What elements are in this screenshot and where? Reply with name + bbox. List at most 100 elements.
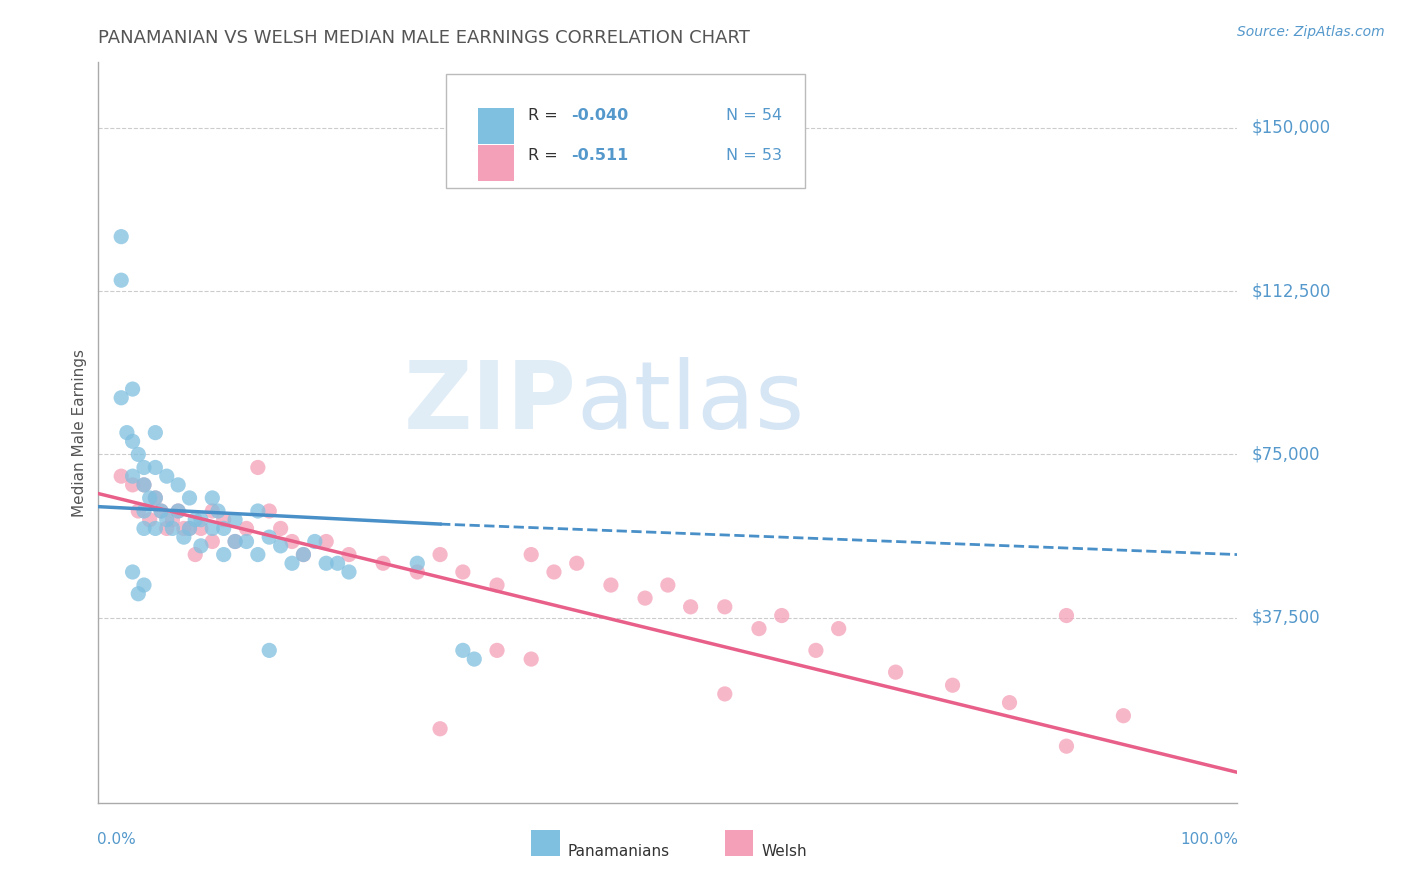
Point xyxy=(224,534,246,549)
Point xyxy=(190,513,212,527)
Point xyxy=(657,578,679,592)
Point xyxy=(145,491,167,505)
Point xyxy=(270,521,292,535)
Point xyxy=(212,521,235,535)
Point xyxy=(167,504,190,518)
Point xyxy=(246,504,269,518)
Point xyxy=(748,622,770,636)
Point xyxy=(270,539,292,553)
Text: PANAMANIAN VS WELSH MEDIAN MALE EARNINGS CORRELATION CHART: PANAMANIAN VS WELSH MEDIAN MALE EARNINGS… xyxy=(98,29,751,47)
Point xyxy=(679,599,702,614)
Point xyxy=(110,469,132,483)
Point xyxy=(259,504,281,518)
Point xyxy=(315,534,337,549)
Point xyxy=(259,530,281,544)
Text: atlas: atlas xyxy=(576,357,806,449)
Bar xyxy=(478,145,515,181)
Point xyxy=(942,678,965,692)
Text: $37,500: $37,500 xyxy=(1251,608,1320,627)
Point xyxy=(132,578,155,592)
Point xyxy=(132,460,155,475)
Point xyxy=(145,460,167,475)
Point xyxy=(145,425,167,440)
Point xyxy=(565,556,588,570)
Point xyxy=(138,491,160,505)
Point xyxy=(138,513,160,527)
Point xyxy=(162,521,184,535)
Point xyxy=(998,696,1021,710)
Text: $75,000: $75,000 xyxy=(1251,445,1320,464)
Point xyxy=(132,521,155,535)
Point xyxy=(406,565,429,579)
Bar xyxy=(725,830,754,856)
Point xyxy=(184,548,207,562)
Point xyxy=(173,530,195,544)
Point xyxy=(212,548,235,562)
Point xyxy=(714,687,737,701)
Text: $112,500: $112,500 xyxy=(1251,282,1330,300)
FancyBboxPatch shape xyxy=(446,73,804,188)
Point xyxy=(145,521,167,535)
Point xyxy=(486,578,509,592)
Point xyxy=(127,447,149,461)
Text: Panamanians: Panamanians xyxy=(568,844,669,858)
Point xyxy=(110,391,132,405)
Point xyxy=(145,491,167,505)
Point xyxy=(770,608,793,623)
Text: ZIP: ZIP xyxy=(404,357,576,449)
Point xyxy=(1112,708,1135,723)
Point xyxy=(281,556,304,570)
Point xyxy=(281,534,304,549)
Point xyxy=(190,539,212,553)
Point xyxy=(179,521,201,535)
Point xyxy=(121,382,143,396)
Y-axis label: Median Male Earnings: Median Male Earnings xyxy=(72,349,87,516)
Text: 100.0%: 100.0% xyxy=(1181,832,1239,847)
Bar xyxy=(531,830,560,856)
Point xyxy=(804,643,827,657)
Text: R =: R = xyxy=(527,109,562,123)
Text: -0.040: -0.040 xyxy=(571,109,628,123)
Bar xyxy=(478,108,515,144)
Point xyxy=(259,643,281,657)
Point xyxy=(304,534,326,549)
Point xyxy=(127,587,149,601)
Point xyxy=(429,548,451,562)
Point xyxy=(543,565,565,579)
Point xyxy=(828,622,851,636)
Point xyxy=(121,565,143,579)
Point xyxy=(132,478,155,492)
Point xyxy=(429,722,451,736)
Point xyxy=(110,229,132,244)
Point xyxy=(884,665,907,680)
Point xyxy=(201,491,224,505)
Point xyxy=(235,521,257,535)
Point xyxy=(162,513,184,527)
Point xyxy=(600,578,623,592)
Point xyxy=(167,478,190,492)
Point xyxy=(121,469,143,483)
Text: Source: ZipAtlas.com: Source: ZipAtlas.com xyxy=(1237,25,1385,39)
Point xyxy=(463,652,485,666)
Point xyxy=(292,548,315,562)
Point xyxy=(212,513,235,527)
Point xyxy=(714,599,737,614)
Point xyxy=(246,460,269,475)
Text: N = 54: N = 54 xyxy=(725,109,782,123)
Point xyxy=(127,504,149,518)
Point xyxy=(486,643,509,657)
Point xyxy=(224,534,246,549)
Point xyxy=(121,478,143,492)
Point xyxy=(246,548,269,562)
Point xyxy=(207,504,229,518)
Text: $150,000: $150,000 xyxy=(1251,119,1330,136)
Point xyxy=(201,504,224,518)
Point xyxy=(326,556,349,570)
Point xyxy=(156,513,179,527)
Point xyxy=(115,425,138,440)
Point xyxy=(132,504,155,518)
Point xyxy=(451,643,474,657)
Point xyxy=(224,513,246,527)
Point xyxy=(520,548,543,562)
Point xyxy=(337,548,360,562)
